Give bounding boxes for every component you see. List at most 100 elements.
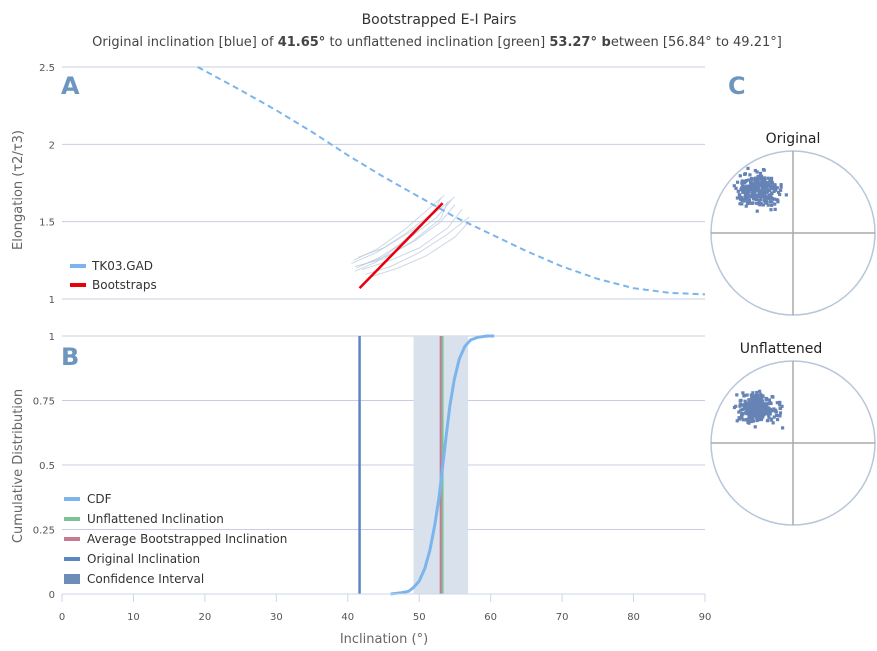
direction-point bbox=[762, 180, 766, 185]
direction-point bbox=[746, 420, 750, 424]
direction-point bbox=[752, 401, 756, 405]
direction-point bbox=[771, 186, 775, 190]
chart-subtitle: Original inclination [blue] of 41.65° to… bbox=[92, 35, 782, 50]
direction-point bbox=[767, 195, 771, 199]
direction-point bbox=[763, 188, 767, 193]
direction-point bbox=[750, 412, 754, 417]
direction-point bbox=[755, 170, 759, 174]
direction-point bbox=[738, 404, 742, 408]
direction-point bbox=[742, 198, 746, 202]
direction-point bbox=[772, 407, 776, 411]
direction-point bbox=[754, 405, 758, 409]
direction-point bbox=[748, 184, 752, 188]
direction-point bbox=[756, 410, 760, 414]
legend-confidence-label[interactable]: Confidence Interval bbox=[87, 572, 204, 586]
direction-point bbox=[741, 403, 745, 407]
direction-point bbox=[765, 419, 770, 423]
direction-point bbox=[759, 406, 763, 410]
direction-point bbox=[732, 184, 736, 188]
direction-point bbox=[757, 401, 762, 405]
direction-point bbox=[769, 179, 774, 183]
panel-b-label: B bbox=[61, 343, 79, 371]
direction-point bbox=[756, 408, 760, 412]
original-equal-area-plot bbox=[710, 150, 876, 316]
direction-point bbox=[761, 411, 765, 415]
direction-point bbox=[754, 178, 759, 182]
panel-b-ylabel: Cumulative Distribution bbox=[11, 389, 26, 543]
direction-point bbox=[738, 402, 742, 406]
direction-point bbox=[747, 184, 751, 188]
legend-tk03-swatch bbox=[70, 264, 86, 268]
direction-point bbox=[778, 402, 782, 407]
direction-point bbox=[753, 425, 757, 429]
direction-point bbox=[759, 394, 763, 398]
direction-point bbox=[758, 171, 763, 175]
direction-point bbox=[734, 186, 738, 190]
direction-point bbox=[755, 188, 759, 192]
direction-point bbox=[736, 189, 740, 193]
x-tick-label: 30 bbox=[270, 612, 283, 623]
legend-bootstraps-label[interactable]: Bootstraps bbox=[92, 278, 157, 292]
direction-point bbox=[764, 398, 769, 402]
direction-point bbox=[760, 175, 764, 179]
direction-point bbox=[751, 415, 755, 420]
direction-point bbox=[752, 193, 757, 198]
direction-point bbox=[765, 180, 770, 185]
direction-point bbox=[745, 410, 749, 414]
direction-point bbox=[767, 415, 771, 419]
direction-point bbox=[758, 177, 762, 181]
direction-point bbox=[739, 187, 743, 191]
direction-point bbox=[760, 407, 765, 411]
direction-point bbox=[735, 196, 740, 200]
direction-point bbox=[745, 402, 749, 406]
direction-point bbox=[753, 197, 758, 201]
cdf-line bbox=[390, 334, 495, 596]
direction-point bbox=[748, 186, 752, 190]
y-tick-label: 0.5 bbox=[39, 461, 55, 472]
direction-point bbox=[765, 195, 769, 199]
direction-point bbox=[745, 417, 749, 422]
direction-point bbox=[743, 172, 748, 176]
panel-a: A Elongation (τ2/τ3) 1 1.5 2 2.5 TK03.GAD B… bbox=[11, 63, 706, 306]
direction-point bbox=[743, 195, 747, 199]
legend-average-label[interactable]: Average Bootstrapped Inclination bbox=[87, 532, 287, 546]
direction-point bbox=[754, 182, 758, 187]
legend-b: CDF Unflattened Inclination Average Boot… bbox=[64, 492, 287, 586]
legend-cdf-label[interactable]: CDF bbox=[87, 492, 112, 506]
direction-point bbox=[774, 413, 779, 418]
direction-point bbox=[755, 390, 759, 395]
direction-point bbox=[748, 404, 753, 409]
x-tick-label: 70 bbox=[556, 612, 569, 623]
direction-point bbox=[762, 193, 766, 197]
direction-point bbox=[772, 189, 776, 193]
direction-point bbox=[739, 415, 743, 419]
direction-point bbox=[759, 197, 763, 202]
y-tick-label: 2.5 bbox=[39, 63, 55, 74]
bootstrap-curve bbox=[351, 198, 442, 264]
direction-point bbox=[756, 178, 760, 182]
direction-point bbox=[773, 207, 777, 211]
direction-point bbox=[753, 413, 757, 418]
direction-point bbox=[769, 409, 773, 413]
direction-point bbox=[773, 197, 777, 201]
legend-original-label[interactable]: Original Inclination bbox=[87, 552, 200, 566]
direction-point bbox=[745, 201, 750, 206]
panel-b: B Cumulative Distribution Inclination (°… bbox=[11, 332, 711, 647]
x-tick-label: 40 bbox=[341, 612, 354, 623]
direction-point bbox=[762, 199, 767, 203]
legend-tk03-label[interactable]: TK03.GAD bbox=[91, 259, 153, 273]
direction-point bbox=[750, 397, 754, 401]
legend-unflattened-label[interactable]: Unflattened Inclination bbox=[87, 512, 224, 526]
direction-point bbox=[754, 176, 758, 180]
x-tick-label: 80 bbox=[627, 612, 640, 623]
direction-point bbox=[759, 201, 763, 205]
direction-point bbox=[757, 403, 761, 407]
direction-point bbox=[761, 186, 765, 191]
direction-point bbox=[766, 203, 770, 207]
direction-point bbox=[767, 406, 771, 411]
direction-point bbox=[740, 202, 744, 206]
legend-bootstraps-swatch bbox=[70, 283, 86, 287]
direction-point bbox=[767, 181, 772, 185]
direction-point bbox=[768, 179, 772, 183]
x-tick-label: 20 bbox=[199, 612, 212, 623]
